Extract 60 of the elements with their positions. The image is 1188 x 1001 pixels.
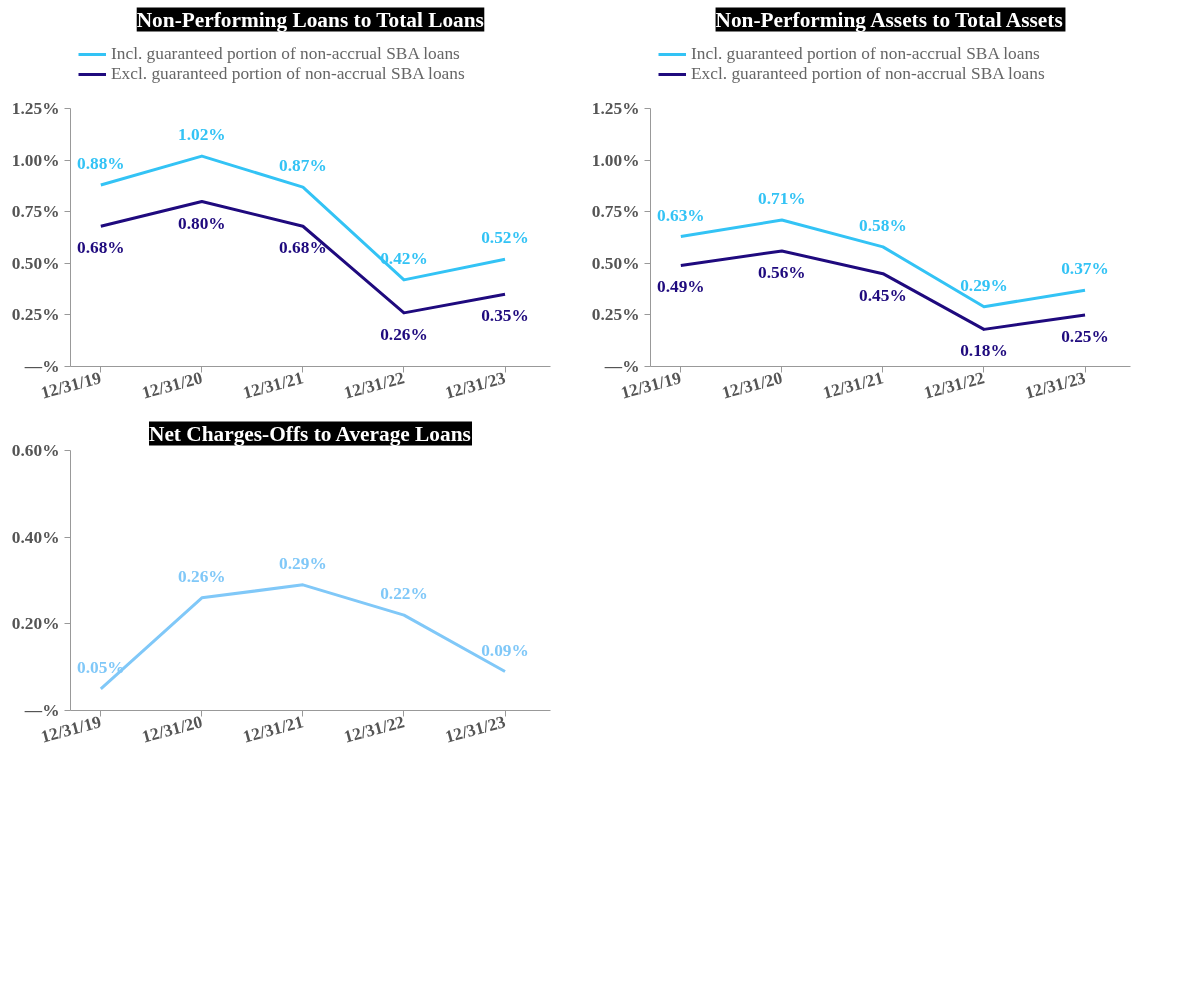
- x-tick-label: 12/31/23: [1023, 368, 1088, 403]
- y-tick-label: 0.60%: [11, 441, 60, 460]
- y-tick-label: —%: [23, 701, 60, 720]
- x-tick-label: 12/31/23: [443, 368, 508, 403]
- y-tick-label: 1.00%: [591, 150, 640, 170]
- data-label: 0.88%: [76, 154, 125, 173]
- data-label: 1.02%: [178, 125, 226, 145]
- x-tick-label: 12/31/21: [820, 368, 886, 403]
- y-tick-label: 0.50%: [591, 253, 640, 273]
- x-tick-label: 12/31/22: [341, 712, 407, 747]
- y-tick-label: 0.75%: [11, 202, 60, 222]
- chart-title: Non-Performing Assets to Total Assets: [715, 7, 1063, 32]
- x-tick-label: 12/31/20: [719, 368, 785, 403]
- data-label: 0.49%: [656, 277, 705, 297]
- y-tick-label: 1.25%: [591, 99, 640, 119]
- y-tick-label: 0.40%: [11, 527, 60, 547]
- data-label: 0.18%: [960, 341, 1008, 361]
- legend-label: Excl. guaranteed portion of non-accrual SBA loans: [111, 64, 465, 84]
- data-label: 0.68%: [279, 238, 327, 258]
- data-label: 0.71%: [758, 189, 806, 209]
- data-label: 0.22%: [380, 584, 428, 604]
- chart-title: Non-Performing Loans to Total Loans: [136, 7, 484, 32]
- x-tick-label: 12/31/20: [139, 368, 205, 403]
- data-label: 0.58%: [859, 215, 907, 235]
- data-label: 0.80%: [178, 213, 226, 233]
- data-label: 0.68%: [76, 238, 125, 258]
- y-tick-label: 0.50%: [11, 253, 60, 273]
- y-tick-label: 0.20%: [11, 614, 60, 634]
- x-tick-label: 12/31/20: [139, 712, 205, 747]
- data-label: 0.87%: [279, 156, 327, 176]
- y-tick-label: 1.00%: [11, 150, 60, 170]
- legend-label: Incl. guaranteed portion of non-accrual SBA loans: [691, 44, 1040, 64]
- data-label: 0.29%: [960, 275, 1008, 295]
- y-tick-label: —%: [603, 357, 640, 376]
- legend-label: Incl. guaranteed portion of non-accrual SBA loans: [111, 44, 460, 64]
- data-label: 0.42%: [380, 248, 428, 268]
- x-tick-label: 12/31/22: [921, 368, 987, 403]
- x-tick-label: 12/31/21: [240, 368, 306, 403]
- y-tick-label: —%: [23, 357, 60, 376]
- y-tick-label: 1.25%: [11, 99, 60, 119]
- data-label: 0.26%: [178, 566, 226, 586]
- data-label: 0.29%: [279, 553, 327, 573]
- x-tick-label: 12/31/22: [341, 368, 407, 403]
- data-label: 0.37%: [1061, 259, 1109, 279]
- legend-label: Excl. guaranteed portion of non-accrual SBA loans: [691, 64, 1045, 84]
- y-tick-label: 0.25%: [11, 305, 60, 325]
- data-label: 0.35%: [481, 306, 529, 326]
- y-tick-label: 0.75%: [591, 202, 640, 222]
- data-label: 0.56%: [758, 263, 806, 282]
- data-label: 0.52%: [481, 228, 529, 248]
- data-label: 0.63%: [656, 205, 705, 225]
- data-label: 0.45%: [859, 285, 907, 305]
- x-tick-label: 12/31/21: [240, 712, 306, 747]
- data-label: 0.25%: [1061, 326, 1109, 346]
- data-label: 0.05%: [76, 657, 125, 677]
- data-label: 0.09%: [481, 640, 529, 660]
- x-tick-label: 12/31/23: [443, 712, 508, 747]
- y-tick-label: 0.25%: [591, 305, 640, 325]
- chart-title: Net Charges-Offs to Average Loans: [148, 421, 471, 446]
- data-label: 0.26%: [380, 324, 428, 344]
